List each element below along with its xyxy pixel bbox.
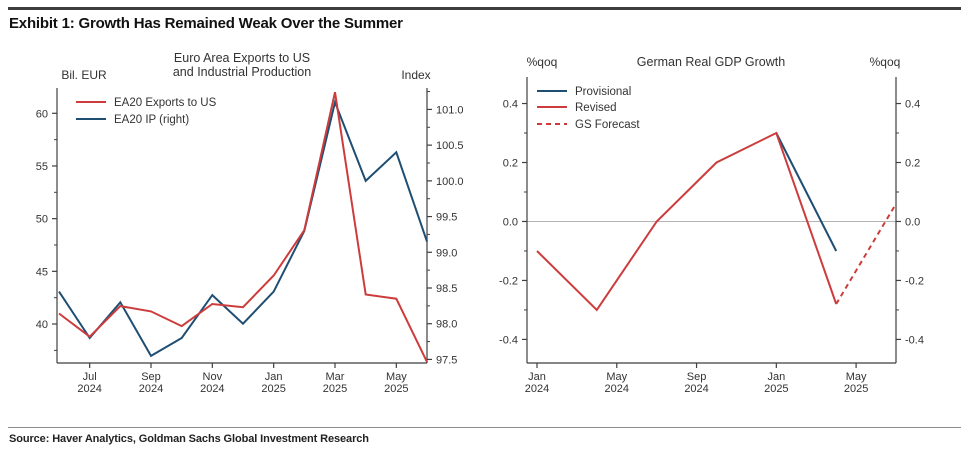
x-tick-label-year: 2025 [384,383,408,395]
x-tick-label-year: 2025 [323,383,347,395]
source-note: Source: Haver Analytics, Goldman Sachs G… [9,433,369,445]
y-tick-label: 99.5 [436,212,457,224]
y-tick-label: -0.4 [905,334,924,346]
series-ea20-ip-right- [58,98,428,358]
x-tick-label-month: Mar [326,371,345,383]
x-tick-label-month: May [606,371,627,383]
y-tick-label: 55 [36,161,48,173]
x-tick-label-year: 2024 [77,383,101,395]
x-tick-label-month: Sep [687,371,707,383]
y-tick-label: 60 [36,108,48,120]
y-tick-label: 0.2 [905,158,920,170]
y-tick-label: 98.5 [436,283,457,295]
x-tick-label-month: Jan [528,371,546,383]
x-tick-label-year: 2024 [525,383,549,395]
y-tick-label: 101.0 [436,104,464,116]
y-tick-label: 0.4 [503,99,518,111]
y-tick-label: 0.0 [905,216,920,228]
y-tick-label: -0.2 [905,275,924,287]
right-axis-unit-label: Index [401,68,430,82]
y-tick-label: 98.0 [436,319,457,331]
euro-area-exports-ip-chart: 40 45 50 55 60 97.5 98.0 98.5 99.0 99.5 100.0 100.5… [36,51,464,395]
x-tick-label-year: 2025 [764,383,788,395]
legend-label: EA20 IP (right) [114,114,189,126]
bottom-rule [8,427,961,428]
left-axis-unit-label: %qoq [527,55,558,69]
x-tick-label-month: Jan [767,371,785,383]
legend-label: Provisional [575,86,631,98]
german-gdp-growth-chart: -0.4-0.20.00.20.4-0.4-0.20.00.20.4Jan202… [499,55,924,395]
x-tick-label-month: Sep [141,371,161,383]
x-tick-label-month: Nov [203,371,223,383]
y-tick-label: 50 [36,214,48,226]
y-tick-label: 0.0 [503,216,518,228]
legend-label: GS Forecast [575,119,640,131]
y-tick-label: 0.2 [503,158,518,170]
y-tick-label: 97.5 [436,354,457,366]
legend-label: EA20 Exports to US [114,97,217,109]
left-axis-unit-label: Bil. EUR [61,68,107,82]
x-tick-label-year: 2024 [605,383,629,395]
chart-title: and Industrial Production [173,65,311,79]
series-revised [536,131,838,312]
right-axis-unit-label: %qoq [870,55,901,69]
series-gs-forecast [835,203,897,305]
y-tick-label: 100.5 [436,140,464,152]
y-tick-label: -0.2 [499,275,518,287]
x-tick-label-year: 2024 [139,383,163,395]
x-tick-label-year: 2025 [844,383,868,395]
x-tick-label-year: 2024 [684,383,708,395]
exhibit-title: Exhibit 1: Growth Has Remained Weak Over… [9,15,403,32]
series-provisional [775,132,838,252]
series-ea20-exports-to-us [58,91,428,363]
x-tick-label-month: May [846,371,867,383]
y-tick-label: 100.0 [436,176,464,188]
y-tick-label: 99.0 [436,247,457,259]
legend-label: Revised [575,102,617,114]
chart-title: Euro Area Exports to US [174,51,310,65]
chart-title: German Real GDP Growth [637,55,785,69]
y-tick-label: -0.4 [499,334,518,346]
x-tick-label-month: Jul [83,371,97,383]
y-tick-label: 45 [36,266,48,278]
x-tick-label-year: 2024 [200,383,224,395]
top-rule [8,7,961,10]
y-tick-label: 40 [36,319,48,331]
x-tick-label-month: Jan [265,371,283,383]
x-tick-label-year: 2025 [261,383,285,395]
x-tick-label-month: May [386,371,407,383]
y-tick-label: 0.4 [905,99,920,111]
